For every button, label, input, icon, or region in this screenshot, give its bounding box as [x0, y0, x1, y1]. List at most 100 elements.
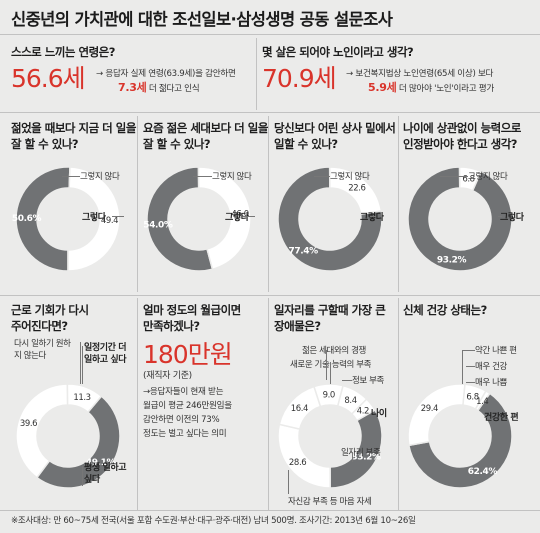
- salary-sub: (재직자 기준): [143, 371, 192, 381]
- salary-note-4: 정도는 벌고 싶다는 의미: [143, 429, 227, 439]
- row1-divider: [0, 112, 540, 113]
- donut-svg: 54.0% 46.0: [143, 166, 252, 272]
- q3-label-no: 그렇지 않다: [330, 172, 370, 182]
- page-title: 신중년의 가치관에 대한 조선일보·삼성생명 공동 설문조사: [11, 10, 393, 29]
- donut-slice: [15, 383, 69, 479]
- q5-leader-no-work: [80, 342, 81, 384]
- elder-age-note-tail: 더 많아야 '노인'이라고 평가: [396, 84, 494, 94]
- q5-label-no-work: 다시 일하기 원하지 않는다: [14, 339, 71, 361]
- q6-label-competition: 젊은 세대와의 경쟁: [302, 346, 366, 356]
- q6-label-age: 나이: [371, 409, 387, 419]
- elder-age-note-2: 5.9세 더 많아야 '노인'이라고 평가: [368, 81, 494, 96]
- donut-younger-boss: 77.4% 22.6: [274, 163, 386, 275]
- donut-work-vs-young-generation: 54.0% 46.0: [143, 163, 255, 275]
- q7-label-healthy: 건강한 편: [484, 413, 519, 423]
- q6-title-2: 장애물은?: [274, 319, 321, 333]
- elder-age-diff: 5.9세: [368, 81, 397, 94]
- donut-value-label: 6.8: [466, 393, 478, 403]
- donut-slice: [407, 392, 513, 489]
- donut-value-label: 33.2%: [351, 453, 381, 463]
- q3-leader-yes: [370, 216, 376, 217]
- elder-age-value: 70.9세: [262, 64, 337, 93]
- q5-label-some-time: 일정기간 더 일하고 싶다: [84, 343, 127, 365]
- q6-leader-confidence: [288, 470, 289, 494]
- row2-divider-3: [398, 116, 399, 292]
- q5-title-1: 근로 기회가 다시: [11, 303, 89, 317]
- perceived-age-value: 56.6세: [11, 64, 86, 93]
- q5-label-lifetime: 평생 일하고 싶다: [84, 463, 127, 485]
- donut-value-label: 4.2: [357, 407, 369, 417]
- donut-slice: [474, 389, 491, 412]
- donut-value-label: 16.4: [291, 404, 308, 414]
- q1-label-yes: 그렇다: [82, 213, 106, 223]
- donut-value-label: 6.8: [462, 174, 474, 184]
- donut-value-label: 28.6: [289, 458, 306, 468]
- donut-health-status: 62.4% 29.4 6.8 1.4: [404, 380, 516, 492]
- q2-label-yes: 그렇다: [225, 213, 249, 223]
- donut-svg: 50.6% 49.4: [12, 166, 121, 272]
- elder-age-question: 몇 살은 되어야 노인이라고 생각?: [262, 45, 414, 59]
- q2-label-no: 그렇지 않다: [212, 172, 252, 182]
- perceived-age-note-2: 7.3세 더 젊다고 인식: [118, 81, 200, 96]
- q1-leader-no: [62, 176, 80, 177]
- donut-svg: 93.2% 6.8: [407, 166, 513, 272]
- q2-title-1: 요즘 젊은 세대보다 더 일을: [143, 121, 268, 135]
- donut-value-label: 49.4: [101, 216, 118, 226]
- donut-value-label: 93.2%: [437, 256, 467, 266]
- q2-leader-no: [193, 176, 212, 177]
- perceived-age-note-1: → 응답자 실제 연령(63.9세)을 감안하면: [96, 69, 236, 79]
- salary-note-2: 월급이 평균 246만원임을: [143, 401, 232, 411]
- q6-label-shortage: 일자리 부족: [341, 448, 381, 458]
- q5-leader-lifetime: [82, 466, 83, 486]
- donut-slice: [407, 166, 513, 272]
- salary-note-3: 감안하면 이전의 73%: [143, 415, 220, 425]
- q2-title-2: 잘 할 수 있나?: [143, 137, 211, 151]
- q4-leader-yes: [498, 216, 502, 217]
- salary-note-1: →응답자들이 현재 받는: [143, 387, 224, 397]
- perceived-age-diff: 7.3세: [118, 81, 147, 94]
- perceived-age-note-tail: 더 젊다고 인식: [146, 84, 200, 94]
- q3-leader-no: [314, 176, 330, 177]
- donut-job-obstacles: 33.2% 28.6 16.4 9.0 8.4 4.2: [274, 380, 386, 492]
- q1-title-2: 잘 할 수 있나?: [11, 137, 79, 151]
- row3-divider-3: [398, 298, 399, 510]
- donut-merit-not-age: 93.2% 6.8: [404, 163, 516, 275]
- q7-label-very-healthy: 매우 건강: [475, 362, 507, 372]
- elder-age-note-1: → 보건복지법상 노인연령(65세 이상) 보다: [346, 69, 494, 79]
- row2-divider: [0, 295, 540, 296]
- donut-value-label: 50.6%: [12, 214, 41, 224]
- footer-divider: [0, 510, 540, 511]
- donut-slice: [328, 166, 383, 216]
- q4-label-yes: 그렇다: [500, 213, 524, 223]
- q6-leader-shortage: [352, 452, 353, 462]
- donut-slice: [15, 166, 71, 272]
- q5-leader-some-time: [82, 346, 83, 384]
- donut-slice: [66, 383, 103, 414]
- q7-leader-slightly-bad: [462, 350, 475, 351]
- donut-svg: 33.2% 28.6 16.4 9.0 8.44.2: [277, 383, 383, 489]
- donut-value-label: 49.1%: [86, 458, 116, 468]
- q7-leader-very-bad: [466, 382, 475, 383]
- donut-value-label: 29.4: [421, 404, 438, 414]
- q3-label-yes: 그렇다: [360, 213, 384, 223]
- q6-label-confidence: 자신감 부족 등 마음 자세: [288, 497, 372, 507]
- footnote: ※조사대상: 만 60~75세 전국(서울 포함 수도권·부산·대구·광주·대전…: [11, 516, 416, 526]
- donut-slice: [329, 408, 383, 489]
- q6-leader-skills: [330, 362, 331, 384]
- q5-title-2: 주어진다면?: [11, 319, 68, 333]
- q3-title-1: 당신보다 어린 상사 밑에서: [274, 121, 396, 135]
- perceived-age-question: 스스로 느끼는 연령은?: [11, 45, 115, 59]
- donut-work-vs-young-self: 50.6% 49.4: [12, 163, 124, 275]
- row2-divider-1: [137, 116, 138, 292]
- row3-divider-2: [268, 298, 269, 510]
- salary-question-2: 만족하겠나?: [143, 319, 200, 333]
- q4-title-1: 나이에 상관없이 능력으로: [403, 121, 521, 135]
- row2-divider-2: [268, 116, 269, 292]
- donut-value-label: 11.3: [73, 393, 90, 403]
- donut-slice: [146, 166, 214, 272]
- q4-leader-no: [440, 176, 468, 177]
- donut-value-label: 46.0: [231, 209, 248, 219]
- donut-svg: 49.1% 39.6 11.3: [15, 383, 121, 489]
- donut-value-label: 62.4%: [468, 467, 498, 477]
- donut-value-label: 1.4: [476, 397, 488, 407]
